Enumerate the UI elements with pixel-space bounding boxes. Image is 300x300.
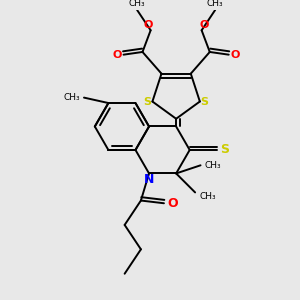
Text: N: N — [144, 173, 154, 186]
Text: O: O — [112, 50, 122, 60]
Text: O: O — [167, 197, 178, 210]
Text: O: O — [143, 20, 152, 30]
Text: CH₃: CH₃ — [63, 93, 80, 102]
Text: CH₃: CH₃ — [129, 0, 146, 8]
Text: S: S — [201, 97, 209, 106]
Text: CH₃: CH₃ — [205, 161, 221, 170]
Text: S: S — [220, 143, 229, 157]
Text: O: O — [200, 20, 209, 30]
Text: S: S — [144, 97, 152, 106]
Text: CH₃: CH₃ — [207, 0, 224, 8]
Text: CH₃: CH₃ — [200, 192, 216, 201]
Text: O: O — [231, 50, 240, 60]
